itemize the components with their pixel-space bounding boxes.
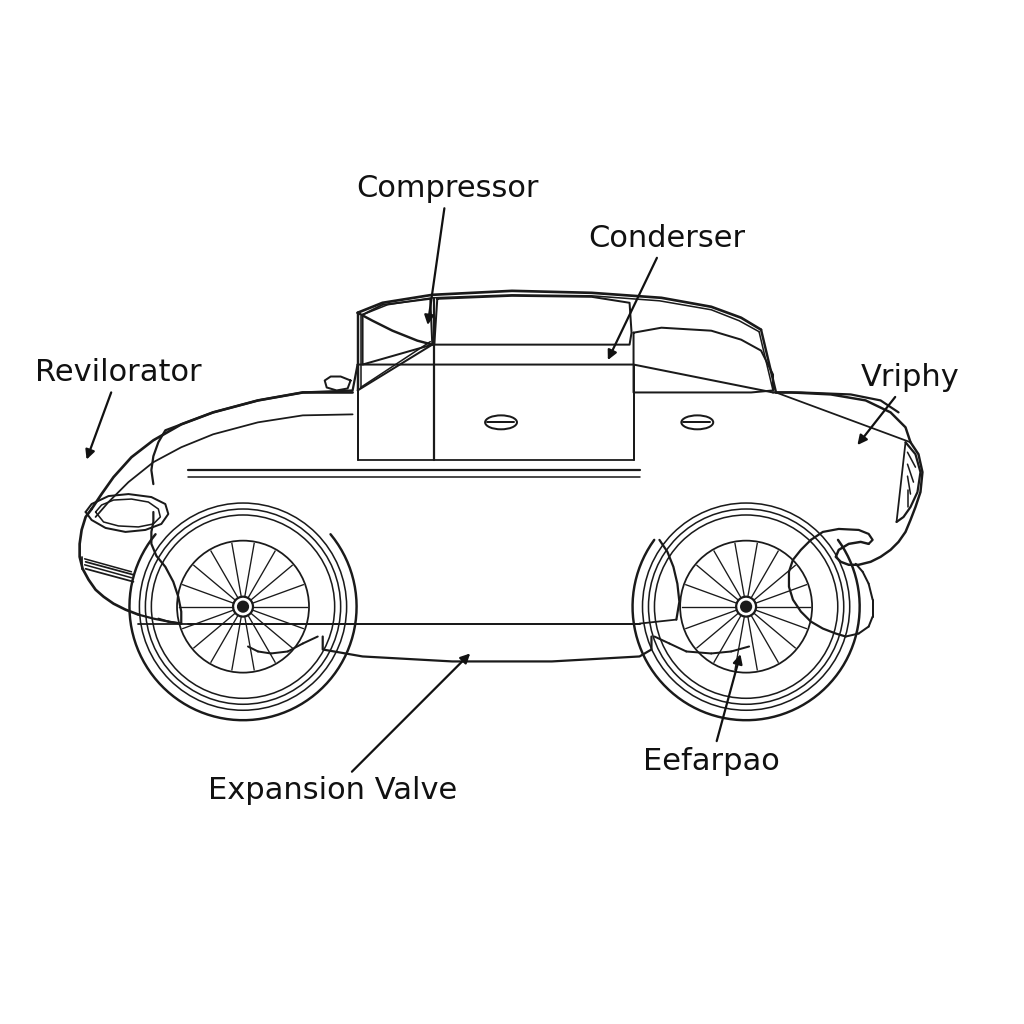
Circle shape (741, 602, 751, 611)
Text: Conderser: Conderser (588, 223, 745, 357)
Text: Revilorator: Revilorator (35, 358, 202, 458)
Text: Expansion Valve: Expansion Valve (208, 655, 468, 806)
Text: Vriphy: Vriphy (859, 364, 959, 443)
Circle shape (238, 602, 248, 611)
Text: Eefarpao: Eefarpao (643, 656, 779, 775)
Text: Compressor: Compressor (356, 174, 539, 323)
